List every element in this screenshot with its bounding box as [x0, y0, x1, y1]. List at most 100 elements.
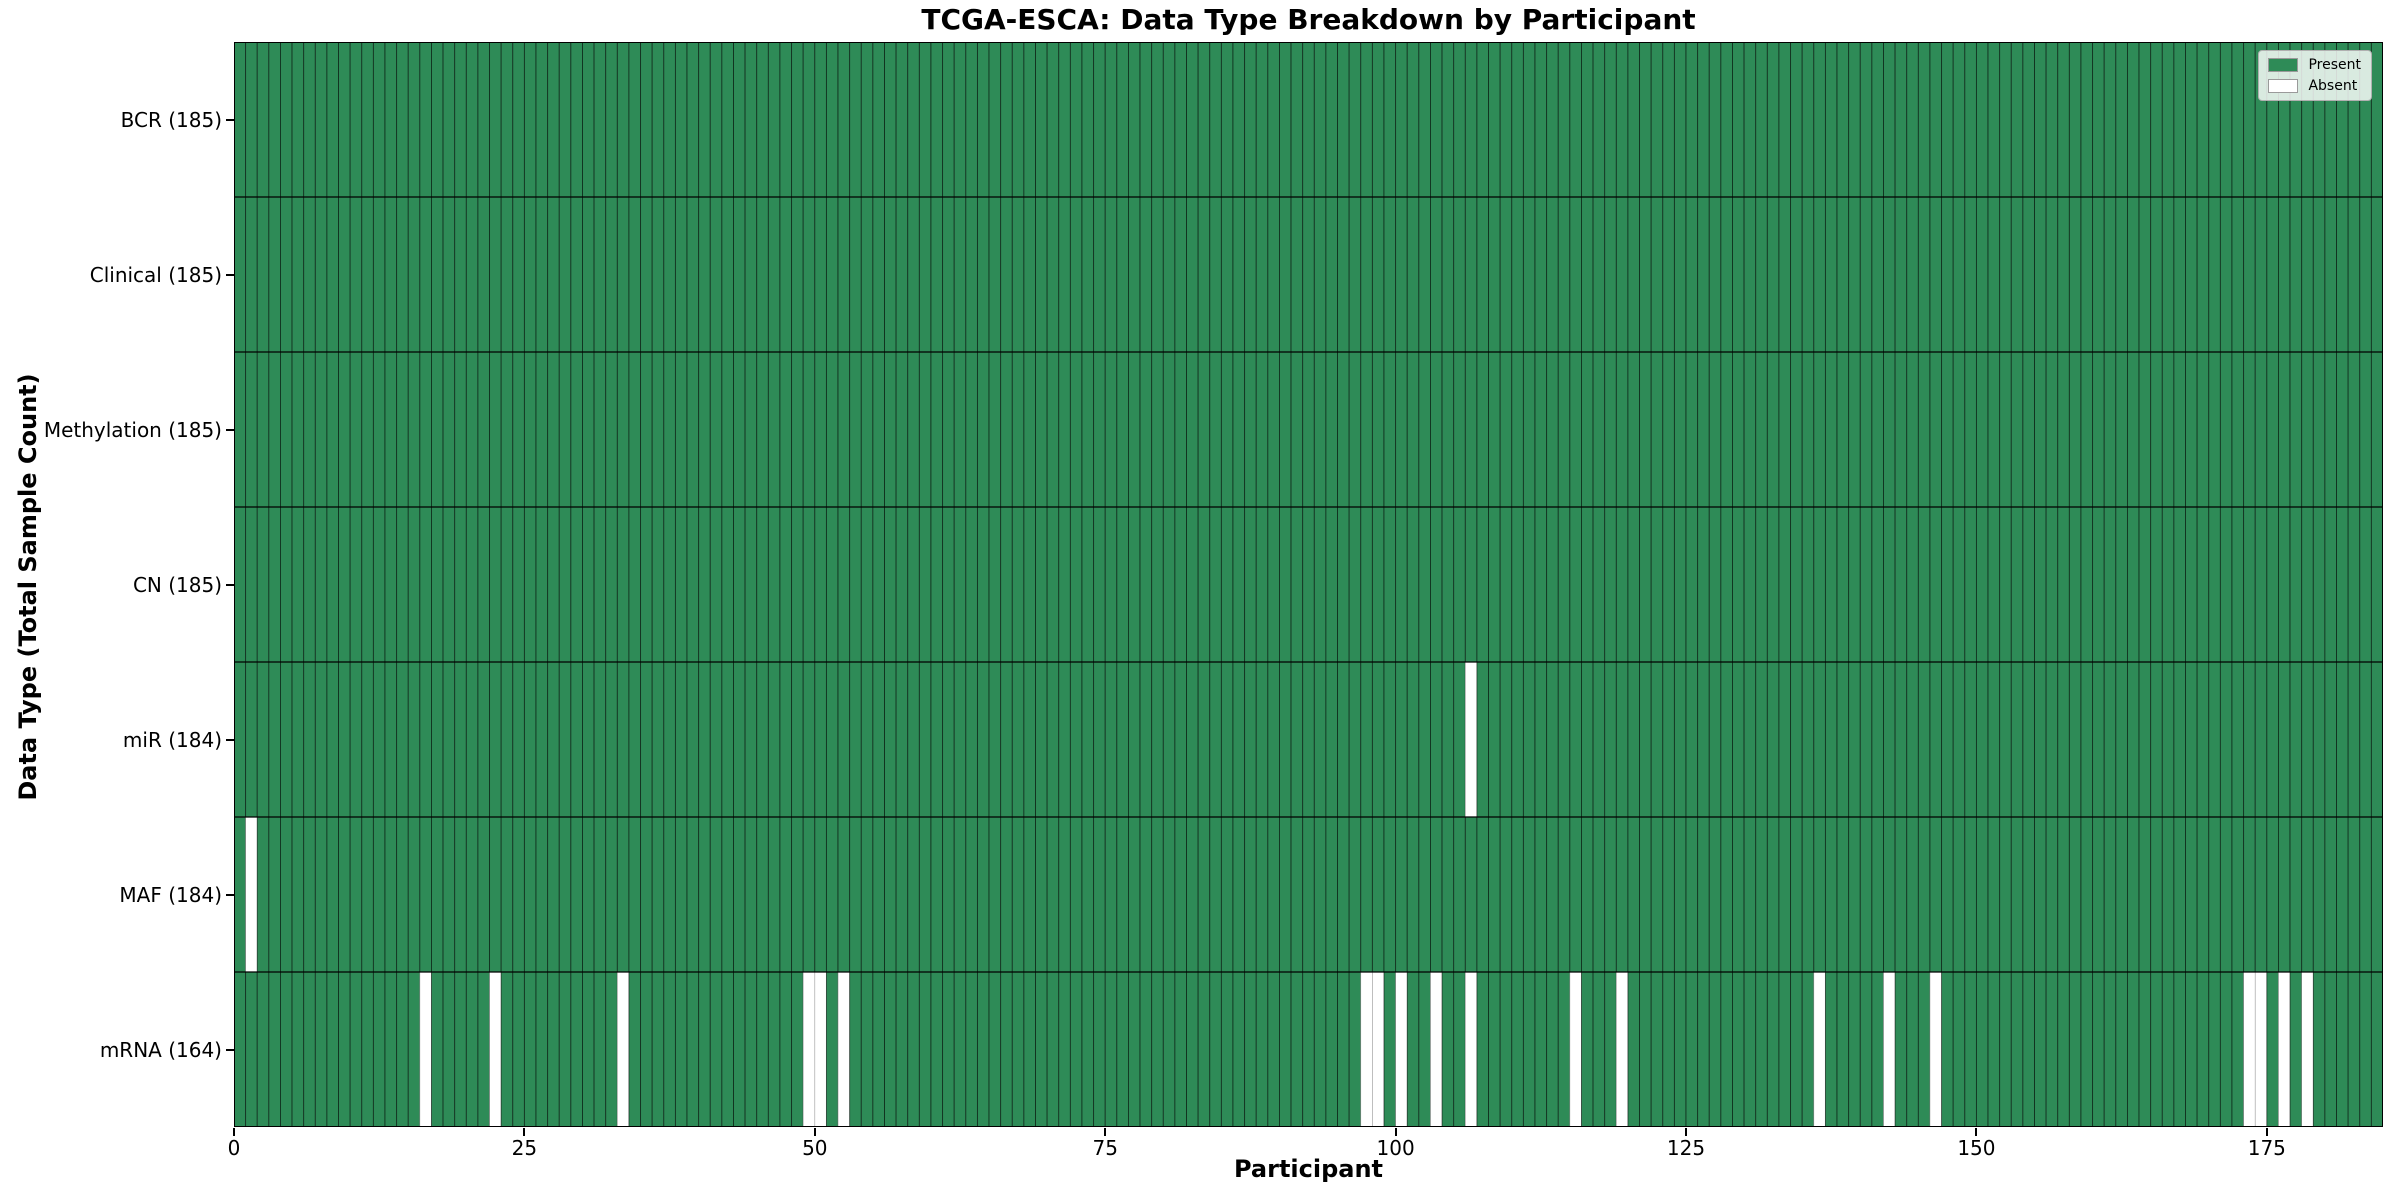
present-cell	[1279, 351, 1292, 508]
present-cell	[1708, 196, 1722, 353]
present-cell	[1987, 351, 2001, 508]
present-cell	[1418, 661, 1431, 818]
present-cell	[2347, 196, 2361, 353]
present-cell	[2208, 971, 2221, 1127]
present-cell	[791, 971, 804, 1127]
present-cell	[895, 351, 909, 508]
present-cell	[1116, 816, 1129, 973]
present-cell	[558, 661, 572, 818]
present-cell	[1697, 506, 1710, 663]
present-cell	[1220, 196, 1234, 353]
present-cell	[1023, 351, 1036, 508]
present-cell	[698, 42, 711, 198]
present-cell	[1743, 506, 1757, 663]
present-cell	[779, 42, 793, 198]
present-cell	[640, 196, 653, 353]
present-cell	[1952, 42, 1966, 198]
present-cell	[640, 816, 653, 973]
present-cell	[1627, 816, 1641, 973]
present-cell	[1975, 816, 1989, 973]
legend-label-absent: Absent	[2308, 78, 2358, 94]
present-cell	[2034, 971, 2047, 1127]
present-cell	[942, 506, 955, 663]
present-cell	[1453, 351, 1466, 508]
present-cell	[1371, 42, 1385, 198]
present-cell	[1139, 971, 1153, 1127]
present-cell	[1894, 196, 1908, 353]
present-cell	[953, 42, 967, 198]
x-tick-label: 25	[511, 1136, 538, 1160]
present-cell	[2045, 351, 2059, 508]
present-cell	[512, 196, 525, 353]
present-cell	[756, 506, 769, 663]
present-cell	[698, 506, 711, 663]
present-cell	[1755, 42, 1768, 198]
present-cell	[2103, 351, 2117, 508]
present-cell	[965, 506, 978, 663]
present-cell	[1128, 661, 1141, 818]
present-cell	[1058, 196, 1071, 353]
present-cell	[1325, 661, 1338, 818]
present-cell	[1848, 506, 1861, 663]
present-cell	[1186, 42, 1199, 198]
present-cell	[2254, 196, 2268, 353]
present-cell	[1836, 971, 1850, 1127]
present-cell	[1766, 351, 1780, 508]
present-cell	[2057, 196, 2070, 353]
present-cell	[234, 971, 247, 1127]
present-cell	[2324, 351, 2337, 508]
present-cell	[2266, 196, 2279, 353]
present-cell	[930, 661, 944, 818]
present-cell	[1522, 196, 1536, 353]
present-cell	[1313, 506, 1327, 663]
present-cell	[698, 661, 711, 818]
absent-cell	[802, 971, 816, 1127]
present-cell	[988, 42, 1002, 198]
present-cell	[1778, 42, 1792, 198]
present-cell	[1290, 506, 1304, 663]
present-cell	[1023, 42, 1036, 198]
present-cell	[1639, 971, 1652, 1127]
absent-cell	[245, 816, 258, 973]
present-cell	[1395, 816, 1408, 973]
present-cell	[988, 506, 1002, 663]
present-cell	[2092, 42, 2105, 198]
present-cell	[1209, 196, 1222, 353]
present-cell	[303, 971, 316, 1127]
present-cell	[2196, 351, 2210, 508]
present-cell	[2324, 816, 2337, 973]
present-cell	[2289, 661, 2303, 818]
present-cell	[791, 351, 804, 508]
present-cell	[1941, 971, 1954, 1127]
present-cell	[1476, 971, 1490, 1127]
present-cell	[2370, 351, 2383, 508]
present-cell	[1639, 816, 1652, 973]
plot-area: Present Absent	[234, 42, 2383, 1127]
present-cell	[1360, 661, 1373, 818]
present-cell	[2370, 816, 2383, 973]
y-tick-label: Methylation (185)	[43, 417, 222, 442]
y-tick-label: mRNA (164)	[99, 1037, 222, 1062]
present-cell	[1964, 351, 1977, 508]
present-cell	[558, 971, 572, 1127]
present-cell	[1360, 506, 1373, 663]
present-cell	[1650, 42, 1664, 198]
present-cell	[1708, 506, 1722, 663]
present-cell	[2370, 196, 2383, 353]
present-cell	[2196, 196, 2210, 353]
present-cell	[1337, 971, 1350, 1127]
present-cell	[582, 971, 595, 1127]
present-cell	[686, 971, 700, 1127]
present-cell	[500, 506, 514, 663]
present-cell	[349, 816, 363, 973]
present-cell	[1499, 661, 1513, 818]
present-cell	[2301, 506, 2314, 663]
present-cell	[1418, 816, 1431, 973]
present-cell	[860, 506, 874, 663]
present-cell	[1569, 816, 1582, 973]
present-cell	[1255, 196, 1269, 353]
present-cell	[256, 351, 270, 508]
present-cell	[1941, 661, 1954, 818]
present-cell	[1279, 196, 1292, 353]
present-cell	[884, 196, 897, 353]
